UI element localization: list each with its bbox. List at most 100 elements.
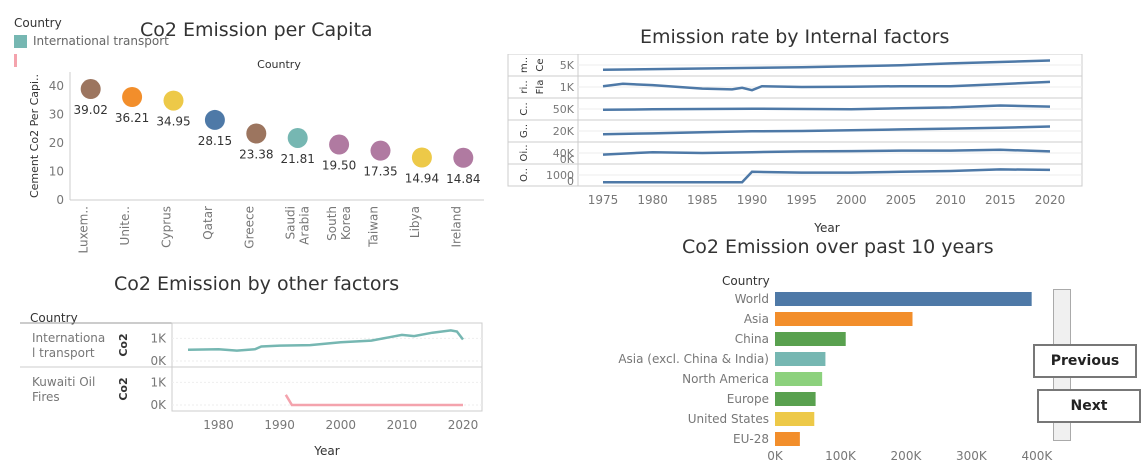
series-line: [602, 104, 1051, 112]
chart-past10: Country World Asia China Asia (excl. China &…: [618, 274, 1054, 463]
series-line: [603, 168, 1051, 184]
previous-button[interactable]: Previous: [1033, 344, 1137, 378]
chart-percapita: Country 0 10 20 30 40 Cement Co2 Per Capi.. 39.…: [28, 58, 484, 254]
bar: [775, 312, 913, 326]
y-tick-label: 20: [49, 136, 64, 150]
y-tick-label: 1K: [150, 331, 167, 345]
y-tick-label: 5K: [560, 59, 575, 72]
x-tick-label: Arabia: [298, 206, 312, 245]
x-tick-label: 2000: [326, 418, 357, 432]
data-label: 36.21: [115, 111, 149, 125]
series-line: [284, 394, 463, 407]
chart-percapita-header: Country: [257, 58, 301, 71]
chart-percapita-title: Co2 Emission per Capita: [140, 19, 373, 41]
x-tick-label: 1975: [588, 193, 619, 207]
data-label: 28.15: [198, 134, 232, 148]
x-tick-label: Unite..: [118, 206, 132, 245]
x-tick-label: 1985: [687, 193, 718, 207]
category-label: China: [735, 332, 769, 346]
data-point: [287, 127, 308, 148]
x-tick-label: 400K: [1022, 449, 1054, 463]
row-label: Internationa: [32, 331, 105, 345]
data-point: [204, 109, 225, 130]
category-label: Europe: [727, 392, 769, 406]
data-label: 17.35: [363, 165, 397, 179]
x-tick-label: Luxem..: [77, 206, 91, 254]
x-tick-label: 2010: [387, 418, 418, 432]
series-line: [602, 125, 1051, 136]
row-label: G..: [519, 124, 530, 138]
category-label: World: [735, 292, 769, 306]
y-tick-label: 0K: [560, 153, 575, 166]
data-label: 34.95: [156, 115, 190, 129]
x-tick-label: 1990: [264, 418, 295, 432]
next-button[interactable]: Next: [1037, 389, 1141, 423]
data-label: 14.94: [405, 172, 439, 186]
data-point: [80, 79, 101, 100]
y-tick-label: 0: [56, 193, 64, 207]
chart-internal-title: Emission rate by Internal factors: [640, 26, 950, 48]
x-tick-label: Taiwan: [367, 206, 381, 248]
row-label: C..: [519, 102, 530, 115]
category-label: Asia: [744, 312, 769, 326]
data-label: 39.02: [74, 103, 108, 117]
x-tick-label: South: [325, 206, 339, 241]
data-label: 19.50: [322, 159, 356, 173]
x-tick-label: 1990: [737, 193, 768, 207]
x-axis-label: Year: [813, 221, 839, 234]
x-tick-label: Korea: [339, 206, 353, 240]
category-label: Asia (excl. China & India): [618, 352, 769, 366]
x-tick-label: 0K: [767, 449, 784, 463]
row-label: Fla: [535, 80, 546, 95]
category-label: EU-28: [733, 432, 769, 446]
y-tick-label: 1K: [150, 375, 167, 389]
legend-item-international-transport[interactable]: International transport: [14, 34, 169, 48]
row-label: Fires: [32, 390, 60, 404]
bar: [775, 332, 846, 346]
legend-swatch: [14, 54, 17, 67]
x-tick-label: Cyprus: [160, 206, 174, 248]
x-tick-label: 100K: [825, 449, 857, 463]
chart-other-header: Country: [30, 311, 78, 325]
x-tick-label: Ireland: [449, 206, 463, 248]
x-tick-label: 2020: [448, 418, 479, 432]
y-tick-label: 0K: [150, 354, 167, 368]
data-point: [122, 87, 143, 108]
x-tick-label: 2015: [985, 193, 1016, 207]
y-tick-label: 1000: [546, 169, 574, 182]
x-axis-label: Year: [313, 444, 339, 458]
y-tick-label: 40: [49, 79, 64, 93]
series-line: [187, 329, 464, 352]
data-label: 23.38: [239, 147, 273, 161]
y-tick-label: 20K: [553, 125, 575, 138]
bar: [775, 432, 800, 446]
bar: [775, 292, 1032, 306]
x-tick-label: 2005: [886, 193, 917, 207]
y-tick-label: 1K: [560, 81, 575, 94]
x-tick-label: Libya: [408, 206, 422, 238]
x-tick-label: Qatar: [201, 206, 215, 240]
data-point: [163, 90, 184, 111]
bar: [775, 352, 826, 366]
y-tick-label: 30: [49, 108, 64, 122]
row-label: Kuwaiti Oil: [32, 375, 95, 389]
bar: [775, 412, 815, 426]
x-tick-label: 2000: [836, 193, 867, 207]
data-point: [411, 147, 432, 168]
y-tick-label: 50K: [553, 103, 575, 116]
x-tick-label: 300K: [956, 449, 988, 463]
y-axis-label: Co2: [117, 333, 130, 356]
chart-other: Country International transport Co2 0K 1K Kuw…: [20, 311, 483, 458]
bar: [775, 392, 816, 406]
y-tick-label: 40K: [553, 147, 575, 160]
row-label: Ce: [535, 58, 546, 71]
y-tick-label: 0: [567, 175, 574, 188]
y-axis-label: Co2: [117, 377, 130, 400]
data-point: [246, 123, 267, 144]
legend-item-kuwaiti-oil-fires[interactable]: [14, 54, 169, 67]
series-line: [602, 80, 1051, 92]
legend-item-label: International transport: [33, 34, 169, 48]
x-tick-label: 2010: [935, 193, 966, 207]
x-tick-label: 1980: [203, 418, 234, 432]
